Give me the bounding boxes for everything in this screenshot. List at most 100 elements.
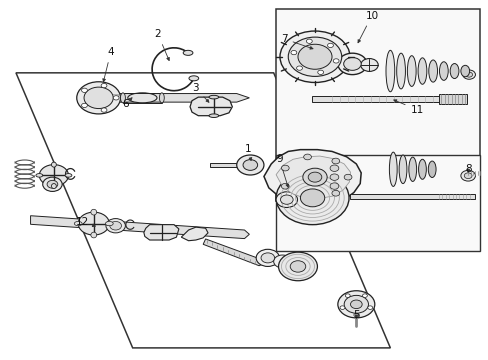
Circle shape [47, 180, 58, 188]
Circle shape [101, 108, 107, 112]
Circle shape [281, 165, 288, 171]
Circle shape [236, 155, 264, 175]
Text: 8: 8 [464, 163, 470, 174]
Circle shape [331, 190, 339, 196]
Circle shape [337, 291, 374, 318]
Circle shape [243, 159, 257, 170]
Ellipse shape [51, 184, 56, 189]
Polygon shape [30, 216, 249, 239]
Ellipse shape [159, 93, 164, 103]
Circle shape [281, 183, 288, 189]
Circle shape [280, 31, 349, 82]
Polygon shape [210, 163, 250, 167]
Polygon shape [203, 239, 263, 266]
Circle shape [327, 43, 333, 48]
Ellipse shape [428, 60, 437, 82]
Ellipse shape [418, 159, 426, 179]
Circle shape [290, 50, 296, 55]
Bar [276, 9, 479, 202]
Polygon shape [181, 227, 207, 241]
Ellipse shape [408, 157, 416, 181]
Ellipse shape [417, 58, 426, 84]
Circle shape [337, 53, 366, 75]
Circle shape [296, 66, 302, 70]
Circle shape [462, 70, 474, 79]
Circle shape [256, 249, 279, 266]
Circle shape [350, 300, 362, 309]
Polygon shape [190, 97, 232, 116]
Ellipse shape [388, 152, 396, 186]
Circle shape [302, 168, 326, 186]
Polygon shape [99, 94, 118, 97]
Text: 5: 5 [352, 310, 359, 320]
Circle shape [460, 170, 474, 181]
Circle shape [113, 96, 119, 100]
Circle shape [278, 252, 317, 281]
Circle shape [343, 58, 361, 70]
Ellipse shape [188, 76, 198, 81]
Circle shape [261, 253, 274, 263]
Circle shape [303, 154, 311, 160]
Ellipse shape [91, 209, 97, 215]
Circle shape [306, 39, 312, 43]
Polygon shape [311, 96, 466, 102]
Circle shape [84, 87, 113, 109]
Ellipse shape [51, 162, 56, 167]
Ellipse shape [439, 62, 447, 80]
Bar [276, 155, 479, 251]
Circle shape [300, 189, 324, 207]
Circle shape [101, 84, 107, 88]
Circle shape [329, 165, 338, 171]
Circle shape [280, 195, 292, 204]
Circle shape [465, 72, 471, 77]
Circle shape [360, 59, 377, 71]
Ellipse shape [74, 221, 82, 226]
Text: 7: 7 [281, 34, 312, 49]
Polygon shape [276, 156, 350, 199]
Text: 10: 10 [357, 11, 378, 43]
Text: 12: 12 [76, 217, 95, 227]
Circle shape [353, 313, 358, 317]
Circle shape [81, 103, 87, 108]
Ellipse shape [183, 50, 193, 55]
Ellipse shape [208, 114, 218, 117]
Ellipse shape [460, 65, 468, 77]
Circle shape [78, 212, 109, 235]
Polygon shape [438, 94, 466, 104]
Circle shape [303, 194, 311, 200]
Polygon shape [264, 150, 361, 207]
Circle shape [317, 70, 323, 75]
Text: 1: 1 [244, 144, 251, 161]
Circle shape [106, 219, 125, 233]
Circle shape [287, 37, 341, 76]
Ellipse shape [127, 93, 157, 103]
Ellipse shape [208, 95, 218, 99]
Circle shape [289, 261, 305, 272]
Circle shape [297, 44, 331, 69]
Circle shape [345, 294, 349, 297]
Circle shape [344, 174, 351, 180]
Circle shape [329, 174, 338, 180]
Circle shape [77, 82, 120, 114]
Text: 6: 6 [122, 98, 132, 109]
Circle shape [276, 192, 297, 207]
Ellipse shape [65, 174, 72, 177]
Circle shape [463, 173, 471, 179]
Circle shape [42, 177, 62, 192]
Circle shape [329, 183, 338, 189]
Circle shape [331, 158, 339, 164]
Ellipse shape [427, 161, 435, 177]
Circle shape [276, 171, 348, 225]
Circle shape [273, 255, 290, 268]
Circle shape [344, 296, 368, 313]
Ellipse shape [396, 53, 405, 89]
Ellipse shape [91, 232, 97, 238]
Ellipse shape [398, 155, 406, 184]
Circle shape [110, 221, 121, 230]
Polygon shape [143, 225, 179, 240]
Text: 4: 4 [102, 47, 114, 82]
Ellipse shape [36, 174, 42, 177]
Text: 11: 11 [393, 100, 423, 114]
Circle shape [367, 306, 372, 309]
Circle shape [307, 172, 321, 182]
